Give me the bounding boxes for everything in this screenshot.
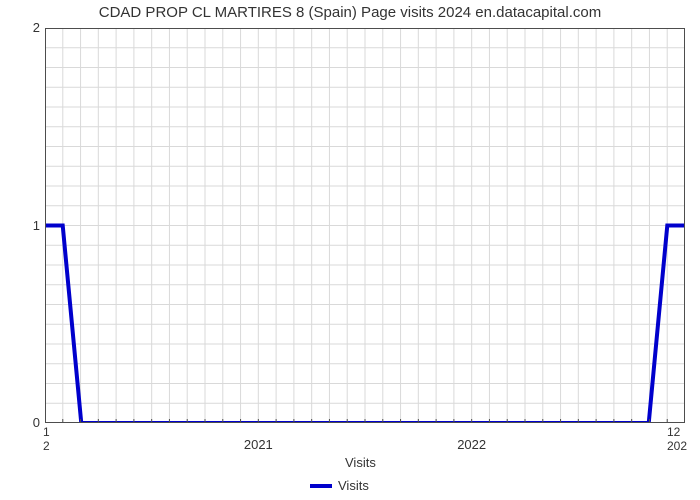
y-tick-label: 2 (10, 20, 40, 35)
legend-label: Visits (338, 478, 369, 493)
x-end-label-top: 12 (667, 425, 680, 439)
x-tick-label: 2022 (457, 437, 486, 452)
y-tick-label: 1 (10, 218, 40, 233)
y-tick-label: 0 (10, 415, 40, 430)
chart-title: CDAD PROP CL MARTIRES 8 (Spain) Page vis… (0, 4, 700, 21)
x-end-label-bottom: 202 (667, 439, 687, 453)
legend: Visits (310, 478, 369, 493)
x-start-label-bottom: 2 (43, 439, 50, 453)
plot-svg (45, 28, 685, 423)
x-start-label-top: 1 (43, 425, 50, 439)
x-tick-label: 2021 (244, 437, 273, 452)
x-axis-title: Visits (345, 455, 376, 470)
chart-container: CDAD PROP CL MARTIRES 8 (Spain) Page vis… (0, 0, 700, 500)
legend-swatch (310, 484, 332, 488)
plot-area (45, 28, 685, 423)
